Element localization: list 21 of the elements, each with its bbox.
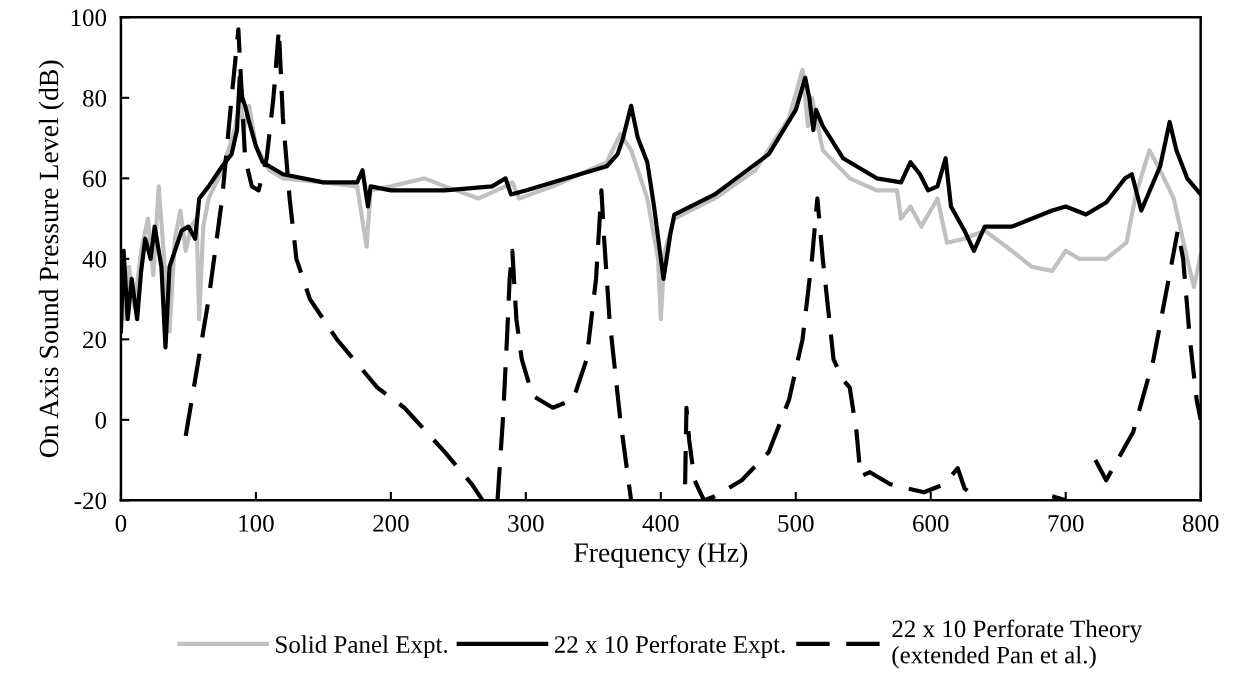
legend-label: 22 x 10 Perforate Theory (extended Pan et al.) — [892, 619, 1143, 669]
legend-label: 22 x 10 Perforate Expt. — [554, 635, 785, 659]
x-tick-label: 0 — [115, 514, 127, 532]
x-tick-label: 100 — [239, 514, 274, 532]
y-axis-title: On Axis Sound Pressure Level (dB) — [38, 60, 64, 458]
y-tick-label: 60 — [83, 170, 107, 188]
x-tick-label: 200 — [373, 514, 409, 532]
x-tick-label: 800 — [1182, 514, 1219, 532]
x-tick-label: 700 — [1048, 514, 1084, 532]
y-tick-label: 100 — [71, 9, 107, 27]
y-tick-label: 80 — [83, 89, 107, 107]
y-tick-label: 40 — [82, 250, 107, 268]
x-tick-label: 600 — [913, 514, 949, 532]
x-tick-label: 400 — [642, 514, 679, 532]
legend-label: Solid Panel Expt. — [276, 635, 448, 659]
y-tick-label: 0 — [95, 411, 107, 429]
y-tick-label: -20 — [74, 492, 107, 510]
x-tick-label: 300 — [508, 514, 544, 532]
y-tick-label: 20 — [83, 331, 107, 349]
x-axis-title: Frequency (Hz) — [574, 542, 748, 568]
x-tick-label: 500 — [778, 514, 814, 532]
